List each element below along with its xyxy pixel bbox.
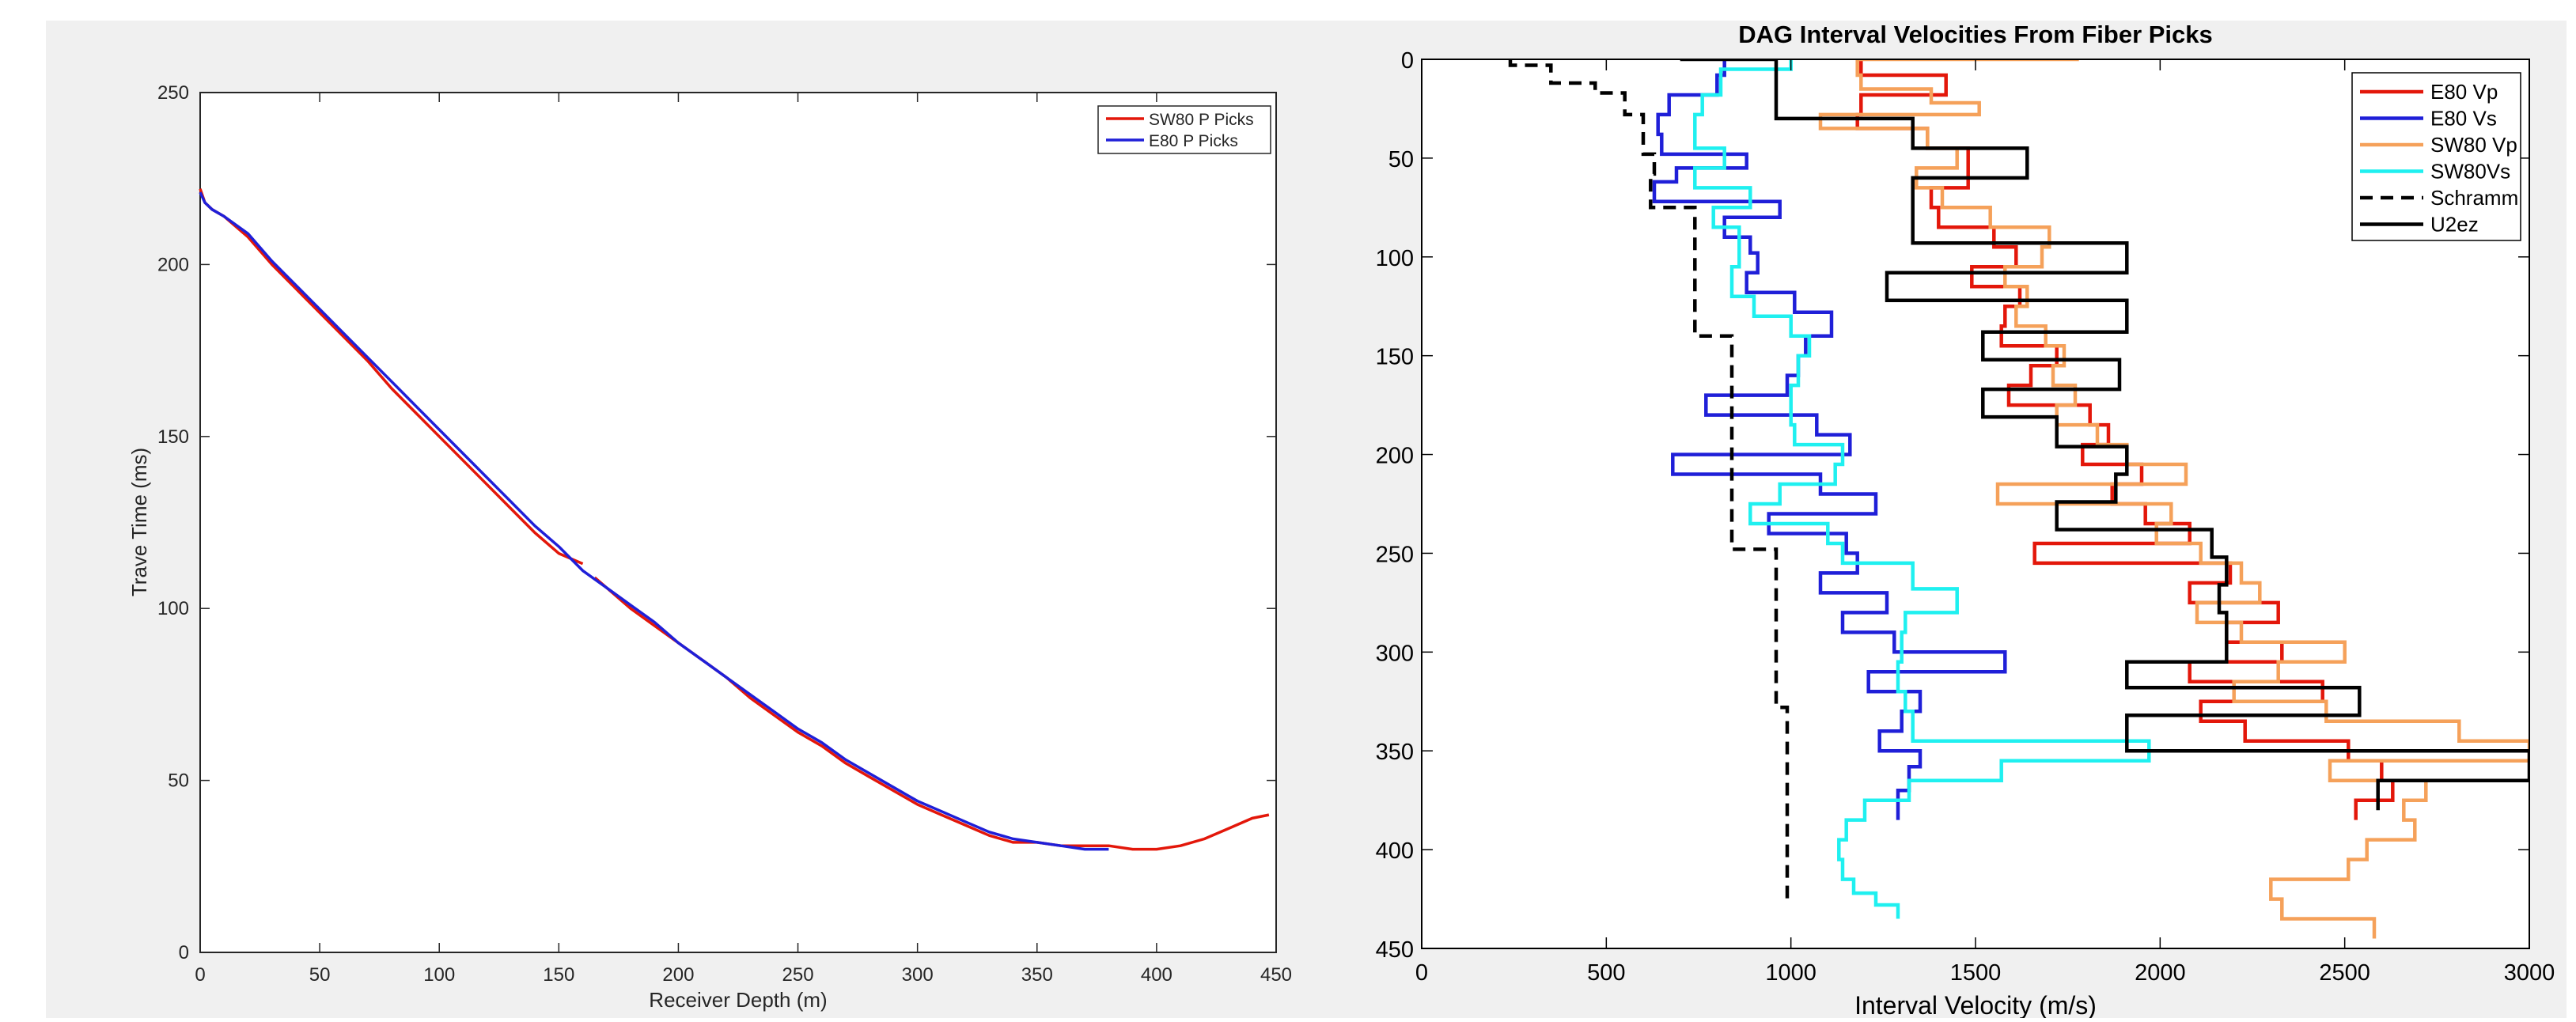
left-x-tick-label: 150 [543, 964, 574, 986]
left-series-line-e80-p-picks [199, 191, 1109, 851]
right-x-tick-label: 1000 [1765, 960, 1816, 986]
left-x-tick-label: 0 [195, 964, 205, 986]
left-legend: SW80 P Picks E80 P Picks [1097, 105, 1271, 154]
right-legend-label-sw80-vp: SW80 Vp [2430, 133, 2517, 157]
left-x-tick-label: 400 [1141, 964, 1172, 986]
left-y-tick-label: 50 [168, 770, 189, 792]
left-y-tick-label: 100 [157, 598, 189, 619]
left-x-tick-label: 100 [423, 964, 455, 986]
left-x-axis-label: Receiver Depth (m) [649, 988, 827, 1012]
left-y-tick-label: 200 [157, 254, 189, 275]
left-x-tick-label: 200 [662, 964, 694, 986]
right-series-line-schramm [1508, 59, 1790, 899]
left-tick-group: 0 50 100 150 200 250 300 350 400 450 0 50 100 150 200 2… [157, 82, 1292, 986]
right-series-line-e80-vs [1652, 59, 2007, 820]
left-y-tick-label: 0 [179, 942, 189, 963]
right-y-tick-label: 50 [1388, 147, 1414, 172]
left-series-group [199, 188, 1270, 851]
right-series-group [1508, 59, 2529, 939]
right-y-tick-label: 300 [1376, 641, 1414, 666]
left-x-tick-label: 450 [1260, 964, 1292, 986]
interval-velocity-chart: DAG Interval Velocities From Fiber Picks… [1376, 21, 2555, 1020]
right-legend-label-e80-vs: E80 Vs [2430, 107, 2497, 131]
left-y-tick-label: 250 [157, 82, 189, 104]
right-x-tick-label: 0 [1415, 960, 1428, 986]
left-x-tick-label: 350 [1021, 964, 1053, 986]
right-legend-box [2351, 72, 2521, 241]
left-y-axis-label: Trave Time (ms) [127, 448, 151, 596]
right-legend-label-schramm: Schramm [2430, 186, 2518, 210]
right-x-tick-label: 500 [1587, 960, 1625, 986]
left-legend-box [1097, 105, 1271, 154]
right-tick-group: 0 500 1000 1500 2000 2500 3000 0 50 100 150 200 250 3… [1376, 48, 2555, 986]
left-x-tick-label: 250 [782, 964, 814, 986]
right-x-tick-label: 3000 [2504, 960, 2555, 986]
right-chart-title: DAG Interval Velocities From Fiber Picks [1738, 21, 2213, 48]
right-x-axis-label: Interval Velocity (m/s) [1854, 991, 2097, 1018]
right-y-tick-label: 250 [1376, 542, 1414, 567]
right-series-line-u2ez [1680, 59, 2529, 811]
right-series-line-sw80vs [1693, 59, 2151, 919]
right-x-tick-label: 2000 [2135, 960, 2186, 986]
right-y-tick-label: 200 [1376, 444, 1414, 469]
right-legend-label-u2ez: U2ez [2430, 213, 2479, 237]
left-x-tick-label: 50 [309, 964, 331, 986]
travel-time-chart: 0 50 100 150 200 250 300 350 400 450 0 50 100 150 200 2… [127, 82, 1292, 1012]
right-y-tick-label: 100 [1376, 246, 1414, 271]
right-legend-label-e80-vp: E80 Vp [2430, 80, 2498, 104]
left-y-tick-label: 150 [157, 426, 189, 448]
right-y-tick-label: 350 [1376, 740, 1414, 765]
left-legend-label-e80: E80 P Picks [1149, 132, 1238, 150]
left-x-tick-label: 300 [902, 964, 934, 986]
right-legend-label-sw80vs: SW80Vs [2430, 160, 2510, 184]
left-legend-label-sw80: SW80 P Picks [1149, 111, 1254, 129]
right-x-tick-label: 2500 [2319, 960, 2370, 986]
right-y-tick-label: 400 [1376, 838, 1414, 864]
left-plot-area [199, 92, 1277, 953]
right-y-tick-label: 150 [1376, 345, 1414, 370]
right-y-tick-label: 0 [1401, 48, 1414, 74]
right-x-tick-label: 1500 [1950, 960, 2002, 986]
right-y-tick-label: 450 [1376, 937, 1414, 963]
